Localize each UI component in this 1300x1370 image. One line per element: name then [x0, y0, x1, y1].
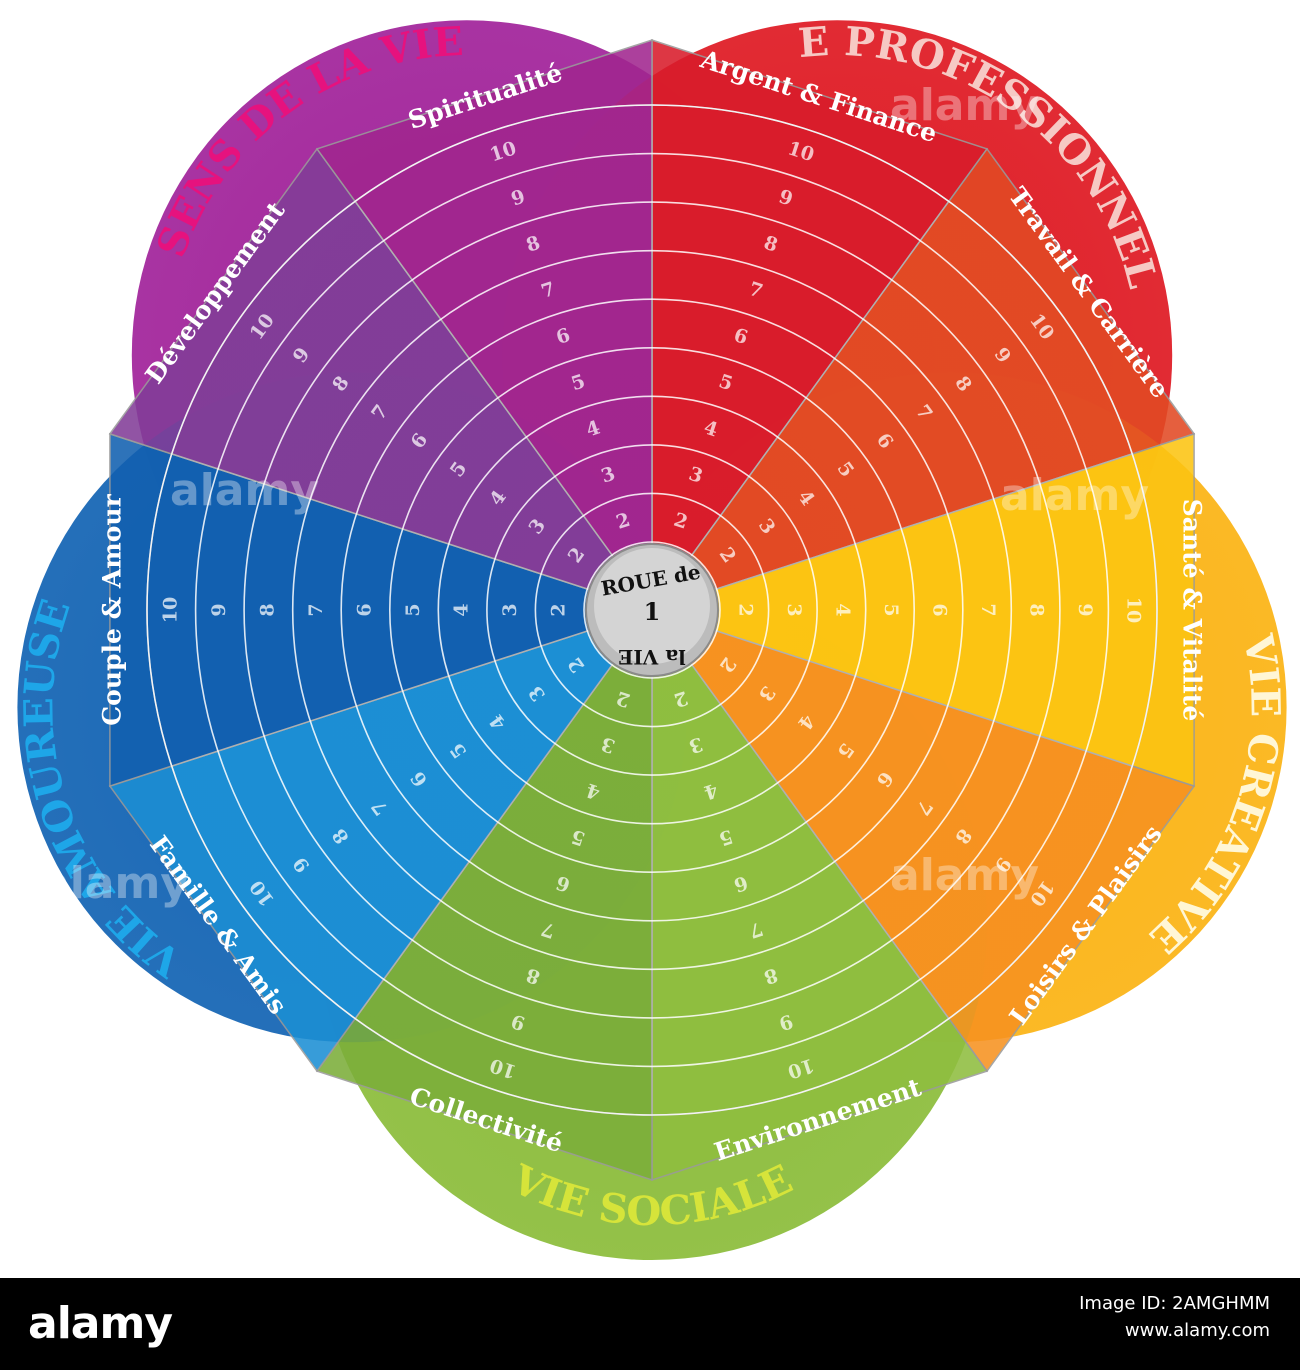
watermark-text: alamy: [1000, 470, 1149, 521]
scale-number: 6: [354, 603, 376, 616]
scale-number: 4: [583, 416, 602, 441]
score-ring: [534, 492, 770, 728]
hub-highlight: [594, 548, 710, 664]
scale-number: 3: [499, 603, 521, 616]
scale-number: 7: [305, 603, 327, 616]
watermark-text: alamy: [890, 80, 1039, 131]
scale-number: 6: [731, 871, 750, 896]
watermark-text: alamy: [170, 465, 319, 516]
scale-number: 5: [880, 603, 902, 616]
scale-number: 8: [761, 963, 780, 988]
scale-number: 7: [538, 278, 557, 303]
scale-number: 3: [598, 732, 617, 757]
score-ring: [340, 298, 964, 922]
scale-number: 2: [613, 509, 632, 534]
score-ring: [486, 444, 818, 776]
scale-number: 8: [523, 963, 542, 988]
scale-number: 5: [402, 603, 424, 616]
scale-number: 2: [548, 603, 570, 616]
scale-number: 3: [686, 463, 705, 488]
ring-layer: [146, 104, 1158, 1116]
scale-number: 9: [508, 1009, 527, 1034]
score-ring: [437, 395, 867, 825]
scale-number: 9: [776, 186, 795, 211]
scale-number: 6: [731, 324, 750, 349]
score-ring: [291, 249, 1013, 971]
scale-number: 9: [1074, 603, 1096, 616]
hub-line-2: 1: [644, 597, 661, 626]
segment-label: Santé & Vitalité: [1178, 499, 1207, 722]
scale-number: 4: [701, 416, 720, 441]
scale-number: 9: [208, 603, 230, 616]
scale-number: 9: [508, 186, 527, 211]
scale-number: 10: [159, 597, 181, 623]
scale-number: 4: [701, 779, 720, 804]
segment-layer: [146, 104, 1158, 1116]
scale-number: 9: [776, 1009, 795, 1034]
scale-number: 10: [1123, 597, 1145, 623]
footer-image-id: Image ID: 2AMGHMM: [1079, 1293, 1270, 1314]
scale-number: 6: [553, 324, 572, 349]
scale-number: 3: [783, 603, 805, 616]
score-ring: [388, 346, 916, 874]
scale-number: 5: [716, 825, 735, 850]
scale-number: 2: [734, 603, 756, 616]
scale-number: 6: [553, 871, 572, 896]
watermark-layer: alamy alamy alamy alamy alamy: [40, 80, 1149, 909]
scale-number: 7: [977, 603, 999, 616]
footer-brand-logo[interactable]: alamy: [28, 1298, 173, 1349]
scale-number: 5: [716, 370, 735, 395]
scale-number: 8: [1026, 603, 1048, 616]
scale-number: 3: [598, 463, 617, 488]
scale-number: 7: [746, 917, 765, 942]
scale-number: 4: [451, 603, 473, 616]
scale-number: 3: [686, 732, 705, 757]
center-hub: ROUE de 1 la VIE: [585, 543, 719, 677]
scale-number: 4: [583, 779, 602, 804]
scale-number: 5: [568, 370, 587, 395]
scale-number: 8: [761, 232, 780, 257]
score-ring: [243, 201, 1061, 1019]
stock-footer-bar: alamy Image ID: 2AMGHMM www.alamy.com: [0, 1278, 1300, 1370]
scale-number: 2: [671, 686, 690, 711]
hub-line-3: la VIE: [618, 645, 686, 669]
segment-label: Couple & Amour: [98, 493, 127, 725]
score-ring: [146, 104, 1158, 1116]
watermark-text: alamy: [40, 858, 189, 909]
scale-number: 2: [613, 686, 632, 711]
watermark-text: alamy: [890, 850, 1039, 901]
scale-number: 8: [523, 232, 542, 257]
scale-number: 6: [929, 603, 951, 616]
scale-number: 7: [746, 278, 765, 303]
scale-number: 5: [568, 825, 587, 850]
scale-number: 8: [256, 603, 278, 616]
score-ring: [194, 152, 1110, 1068]
footer-url[interactable]: www.alamy.com: [1124, 1320, 1270, 1341]
scale-number: 7: [538, 917, 557, 942]
scale-number: 2: [671, 509, 690, 534]
scale-number: 4: [831, 603, 853, 616]
score-ring: [583, 541, 721, 679]
